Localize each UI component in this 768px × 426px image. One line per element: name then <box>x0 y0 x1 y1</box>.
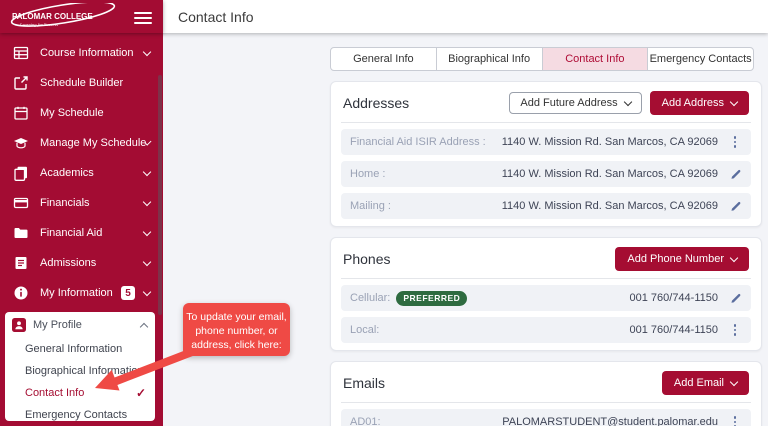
callout-arrow-icon <box>95 348 196 391</box>
chevron-down-icon <box>142 47 152 56</box>
sidebar-item-financial-aid[interactable]: Financial Aid <box>0 218 163 248</box>
sidebar-item-my-profile[interactable]: My Profile <box>5 312 155 338</box>
add-email-button[interactable]: Add Email <box>661 371 749 395</box>
phone-row-local: Local: 001 760/744-1150 <box>341 317 751 343</box>
main-content: General Info Biographical Info Contact I… <box>330 40 762 426</box>
more-options-icon[interactable] <box>728 416 742 426</box>
credit-card-icon <box>13 195 29 211</box>
folder-icon <box>13 225 29 241</box>
sidebar-item-label: Financial Aid <box>40 227 103 239</box>
chevron-down-icon <box>729 97 739 106</box>
grid-icon <box>13 45 29 61</box>
chevron-down-icon <box>142 287 152 296</box>
chevron-down-icon <box>729 253 739 262</box>
tab-bar: General Info Biographical Info Contact I… <box>330 47 754 71</box>
checkmark-icon: ✓ <box>135 386 146 400</box>
sidebar-item-label: Financials <box>40 197 90 209</box>
emails-section: Emails Add Email AD01: PALOMARSTUDENT@st… <box>330 361 762 426</box>
hamburger-menu-icon[interactable] <box>134 12 152 27</box>
tab-biographical-info[interactable]: Biographical Info <box>435 48 542 70</box>
sidebar-item-emergency-contacts[interactable]: Emergency Contacts <box>25 409 128 421</box>
sidebar-scrollbar[interactable] <box>158 75 162 315</box>
edit-pencil-icon[interactable] <box>728 292 742 305</box>
sidebar-item-academics[interactable]: Academics <box>0 158 163 188</box>
phone-row-cellular: Cellular: PREFERRED 001 760/744-1150 <box>341 285 751 311</box>
edit-square-icon <box>13 75 29 91</box>
sidebar: PALOMAR COLLEGE Learning for Success Cou… <box>0 0 163 426</box>
sidebar-item-label: Manage My Schedule <box>40 137 147 149</box>
sidebar-item-label: Academics <box>40 167 94 179</box>
chevron-down-icon <box>142 227 152 236</box>
chevron-down-icon <box>623 97 632 106</box>
my-profile-label: My Profile <box>33 319 82 331</box>
addresses-title: Addresses <box>343 95 410 111</box>
callout-line: To update your email, <box>186 311 287 323</box>
my-profile-panel: My Profile General Information Biographi… <box>5 312 155 421</box>
logo-text: PALOMAR COLLEGE <box>12 12 93 21</box>
chevron-down-icon <box>142 167 152 176</box>
add-future-address-button[interactable]: Add Future Address <box>509 92 642 114</box>
person-icon <box>12 318 26 332</box>
sidebar-nav: Course Information Schedule Builder My S… <box>0 38 163 308</box>
sidebar-item-admissions[interactable]: Admissions <box>0 248 163 278</box>
edit-pencil-icon[interactable] <box>728 200 742 213</box>
tab-emergency-contacts[interactable]: Emergency Contacts <box>647 48 753 70</box>
address-row-mailing: Mailing : 1140 W. Mission Rd. San Marcos… <box>341 193 751 219</box>
copy-icon <box>13 165 29 181</box>
sidebar-item-contact-info[interactable]: Contact Info ✓ <box>25 386 146 400</box>
email-row-ad01: AD01: PALOMARSTUDENT@student.palomar.edu <box>341 409 751 426</box>
tab-general-info[interactable]: General Info <box>353 53 414 65</box>
sidebar-item-financials[interactable]: Financials <box>0 188 163 218</box>
sidebar-item-label: Course Information <box>40 47 134 59</box>
sidebar-header: PALOMAR COLLEGE Learning for Success <box>0 0 163 33</box>
callout-line: phone number, or <box>195 324 278 337</box>
address-row-home: Home : 1140 W. Mission Rd. San Marcos, C… <box>341 161 751 187</box>
more-options-icon[interactable] <box>728 324 742 336</box>
sidebar-item-general-information[interactable]: General Information <box>25 343 123 355</box>
sidebar-item-biographical-information[interactable]: Biographical Information <box>25 365 144 377</box>
add-phone-number-button[interactable]: Add Phone Number <box>615 247 749 271</box>
sidebar-item-label: Schedule Builder <box>40 77 124 89</box>
sidebar-item-my-information[interactable]: My Information 5 <box>0 278 163 308</box>
graduation-cap-icon <box>13 135 29 151</box>
sidebar-item-my-schedule[interactable]: My Schedule <box>0 98 163 128</box>
preferred-badge: PREFERRED <box>396 290 468 306</box>
notification-badge: 5 <box>121 286 135 300</box>
edit-pencil-icon[interactable] <box>728 168 742 181</box>
addresses-section: Addresses Add Future Address Add Address… <box>330 81 762 227</box>
tab-contact-info[interactable]: Contact Info <box>541 48 648 70</box>
sidebar-item-label: Admissions <box>40 257 97 269</box>
chevron-down-icon <box>142 197 152 206</box>
sidebar-item-label: My Information <box>40 287 113 299</box>
add-address-button[interactable]: Add Address <box>649 91 749 115</box>
callout-line: address, click here: <box>191 338 282 351</box>
palomar-college-logo: PALOMAR COLLEGE Learning for Success <box>8 1 126 35</box>
address-row-financial-aid-isir: Financial Aid ISIR Address : 1140 W. Mis… <box>341 129 751 155</box>
chevron-down-icon <box>729 377 739 386</box>
sidebar-item-schedule-builder[interactable]: Schedule Builder <box>0 68 163 98</box>
phones-title: Phones <box>343 251 391 267</box>
phones-section: Phones Add Phone Number Cellular: PREFER… <box>330 237 762 351</box>
help-callout: To update your email, phone number, or a… <box>183 303 290 356</box>
sidebar-item-manage-my-schedule[interactable]: Manage My Schedule <box>0 128 163 158</box>
form-icon <box>13 255 29 271</box>
info-icon <box>13 285 29 301</box>
sidebar-item-label: My Schedule <box>40 107 104 119</box>
calendar-icon <box>13 105 29 121</box>
emails-title: Emails <box>343 375 386 391</box>
page-title: Contact Info <box>178 8 254 25</box>
chevron-up-icon <box>139 322 149 331</box>
chevron-down-icon <box>142 257 152 266</box>
sidebar-item-course-information[interactable]: Course Information <box>0 38 163 68</box>
logo-tagline: Learning for Success <box>19 22 58 27</box>
more-options-icon[interactable] <box>728 136 742 148</box>
